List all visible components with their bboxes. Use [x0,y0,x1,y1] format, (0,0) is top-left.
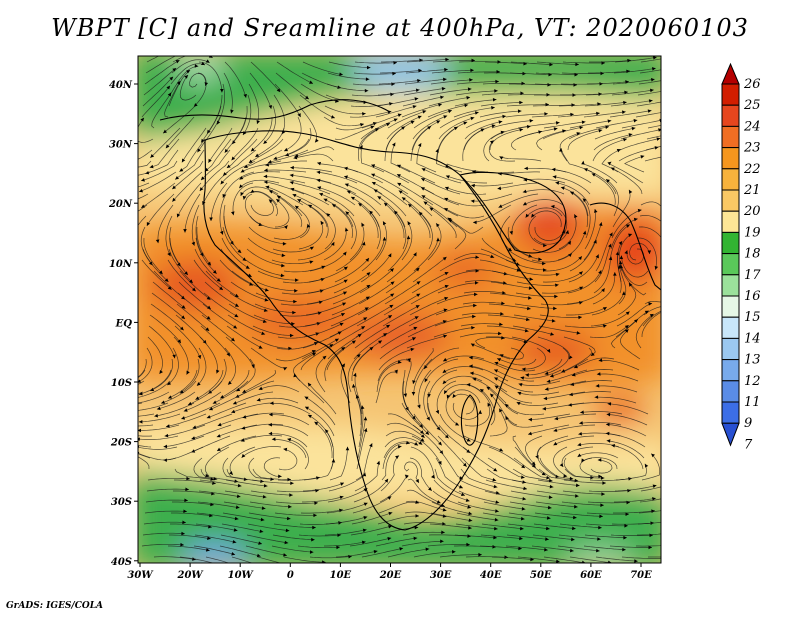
colorbar-segment [721,231,740,255]
colorbar-segment [721,274,740,297]
lon-tick-label: 70E [630,570,652,581]
lon-tick-label: 10W [228,570,255,581]
coastlines [159,99,661,531]
colorbar-label: 19 [744,225,761,240]
colorbar-segment [721,316,740,339]
lat-tick-label: 30N [109,140,133,151]
colorbar-segment [721,189,740,212]
lon-tick-label: 30W [127,570,154,581]
colorbar-label: 9 [744,416,752,431]
longitude-axis: 30W 20W 10W 0 10E 20E 30E 40E 50E 60E 70E [127,563,652,581]
colorbar-label: 11 [744,395,761,410]
lat-tick-label: 40S [111,557,132,568]
lat-tick-label: EQ [115,318,133,329]
colorbar-segment [721,147,740,170]
colorbar-segment [721,210,740,233]
lat-tick-label: 20N [108,199,133,210]
colorbar-label: 26 [743,77,761,92]
colorbar-label: 12 [744,374,761,389]
colorbar-label: 17 [744,268,761,283]
lat-tick-label: 40N [109,80,133,91]
lon-tick-label: 0 [287,570,294,581]
lon-tick-label: 20E [379,570,402,581]
colorbar-segment [721,125,740,149]
colorbar-segment [721,104,740,127]
lat-tick-label: 10S [111,378,132,389]
colorbar-segment [721,401,740,424]
colorbar-label: 14 [744,331,761,346]
lon-tick-label: 40E [480,570,502,581]
colorbar-label: 16 [744,289,761,304]
lon-tick-label: 30E [430,570,452,581]
colorbar-bottom-arrow [721,422,740,447]
colorbar-label: 25 [743,98,761,113]
credit-text: GrADS: IGES/COLA [6,601,104,611]
colorbar-label: 20 [743,204,761,219]
colorbar-label: 24 [743,119,761,134]
lon-tick-label: 20W [177,570,205,581]
colorbar-segment [721,253,740,276]
colorbar-label: 23 [743,141,761,156]
map-title: WBPT [C] and Sreamline at 400hPa, VT: 20… [51,14,749,42]
lon-tick-label: 50E [530,570,552,581]
lat-tick-label: 30S [111,497,132,508]
colorbar: 26 25 24 23 22 21 20 19 18 17 16 15 14 13 12 11 9 7 [721,62,761,452]
colorbar-label: 22 [743,162,761,177]
colorbar-label: 13 [744,353,761,368]
lat-tick-label: 20S [110,438,132,449]
colorbar-segment [721,359,740,382]
colorbar-segment [721,168,740,191]
colorbar-label: 18 [744,247,761,262]
lat-tick-label: 10N [109,259,133,270]
map-frame [137,55,662,564]
colorbar-segment [721,380,740,403]
colorbar-label: 21 [743,183,761,198]
lon-tick-label: 60E [580,570,602,581]
colorbar-segment [721,295,740,318]
colorbar-label: 7 [744,437,753,452]
colorbar-top-arrow [721,62,740,85]
colorbar-segment [721,83,740,106]
lon-tick-label: 10E [330,570,352,581]
colorbar-segment [721,337,740,361]
latitude-axis: 40N 30N 20N 10N EQ 10S 20S 30S 40S [108,80,138,568]
colorbar-label: 15 [744,310,761,325]
